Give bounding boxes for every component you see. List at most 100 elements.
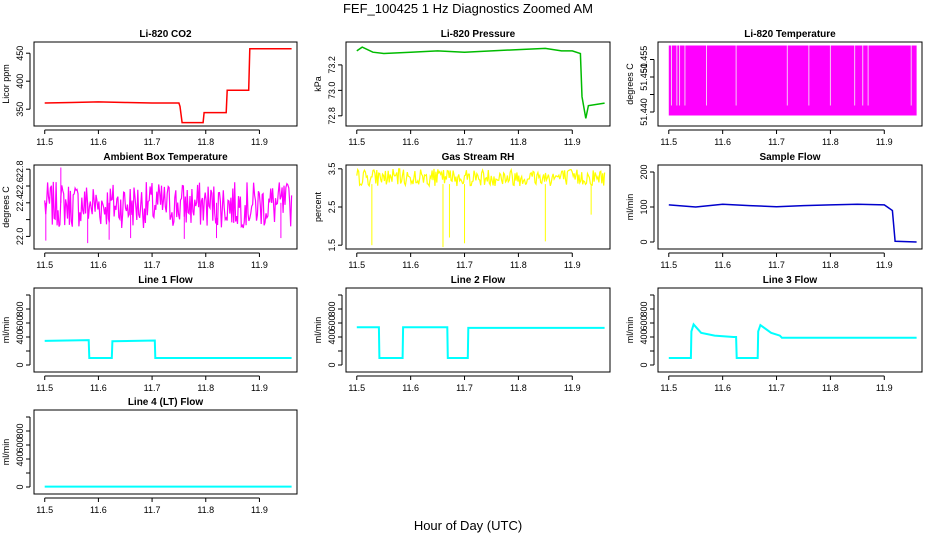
- x-tick-label: 11.6: [402, 137, 419, 147]
- series-line: [668, 203, 917, 243]
- x-tick-label: 11.9: [876, 260, 893, 270]
- x-tick-label: 11.8: [197, 383, 214, 393]
- y-tick-label: 600: [15, 315, 25, 330]
- y-tick-label: 0: [15, 484, 25, 489]
- plot-frame: [345, 41, 611, 127]
- x-tick-label: 11.7: [456, 137, 473, 147]
- panel-title: Gas Stream RH: [442, 152, 515, 163]
- y-tick-label: 0: [639, 362, 649, 367]
- x-tick-label: 11.5: [36, 137, 53, 147]
- x-tick-label: 11.6: [714, 260, 731, 270]
- x-tick-label: 11.5: [348, 137, 365, 147]
- y-tick-label: 0: [639, 239, 649, 244]
- x-tick-label: 11.5: [348, 383, 365, 393]
- x-tick-label: 11.8: [197, 505, 214, 515]
- y-tick-label: 400: [15, 451, 25, 466]
- y-tick-label: 600: [15, 437, 25, 452]
- y-tick-label: 73.0: [327, 82, 337, 100]
- series-line: [356, 167, 606, 188]
- panel-title: Li-820 CO2: [139, 29, 192, 40]
- y-tick-label: 400: [327, 329, 337, 344]
- y-tick-label: 800: [639, 301, 649, 316]
- y-tick-label: 51.440: [639, 98, 649, 126]
- y-tick-label: 22.0: [15, 228, 25, 246]
- x-tick-label: 11.5: [36, 383, 53, 393]
- x-tick-label: 11.9: [564, 260, 581, 270]
- plot-frame: [33, 287, 298, 373]
- panel-title: Line 2 Flow: [451, 275, 506, 286]
- plot-frame: [657, 41, 923, 127]
- y-tick-label: 400: [15, 329, 25, 344]
- y-tick-label: 400: [15, 74, 25, 89]
- x-tick-label: 11.8: [822, 137, 839, 147]
- series-line: [356, 326, 605, 359]
- series-line: [44, 181, 293, 229]
- x-tick-label: 11.7: [144, 383, 161, 393]
- x-tick-label: 11.7: [144, 505, 161, 515]
- y-tick-label: 0: [327, 362, 337, 367]
- x-tick-label: 11.7: [768, 137, 785, 147]
- y-tick-label: 22.6: [15, 177, 25, 195]
- x-tick-label: 11.8: [197, 260, 214, 270]
- chart-panel-4: Ambient Box Temperature 11.5 11.6 11.7 11.8 1…: [1, 152, 298, 270]
- chart-panel-2: Li-820 Pressure 11.5 11.6 11.7 11.8 11.9 72.8 7…: [313, 29, 611, 147]
- plot-frame: [345, 287, 611, 373]
- x-tick-label: 11.6: [90, 383, 107, 393]
- y-tick-label: 800: [327, 301, 337, 316]
- panel-title: Line 3 Flow: [763, 275, 818, 286]
- y-tick-label: 800: [15, 423, 25, 438]
- figure-xlabel: Hour of Day (UTC): [413, 518, 523, 533]
- chart-panel-7: Line 1 Flow 11.5 11.6 11.7 11.8 11.9 0 40060080…: [1, 275, 298, 393]
- panel-title: Ambient Box Temperature: [103, 152, 228, 163]
- y-tick-label: 51.455: [639, 46, 649, 74]
- plot-frame: [33, 164, 298, 250]
- series-line: [44, 47, 292, 124]
- x-tick-label: 11.7: [456, 383, 473, 393]
- chart-panel-3: Li-820 Temperature 11.5 11.6 11.7 11.8 11.9 51…: [625, 29, 923, 147]
- series-line: [356, 46, 605, 119]
- x-tick-label: 11.6: [90, 505, 107, 515]
- panel-title: Line 1 Flow: [138, 275, 193, 286]
- plot-frame: [33, 41, 298, 127]
- x-tick-label: 11.6: [402, 383, 419, 393]
- x-tick-label: 11.9: [876, 137, 893, 147]
- y-tick-label: 800: [15, 301, 25, 316]
- chart-panel-8: Line 2 Flow 11.5 11.6 11.7 11.8 11.9 0 40060080…: [313, 275, 611, 393]
- y-tick-label: 2.5: [327, 201, 337, 214]
- y-tick-label: 73.2: [327, 56, 337, 74]
- y-axis-label: kPa: [313, 76, 323, 92]
- chart-panel-5: Gas Stream RH 11.5 11.6 11.7 11.8 11.9 1.5 2.5 3…: [313, 152, 611, 270]
- y-tick-label: 22.4: [15, 194, 25, 212]
- y-tick-label: 600: [327, 315, 337, 330]
- series-line: [44, 339, 292, 359]
- y-tick-label: 1.5: [327, 239, 337, 252]
- y-tick-label: 350: [15, 102, 25, 117]
- series-line: [668, 322, 917, 359]
- y-tick-label: 200: [639, 164, 649, 179]
- y-axis-label: percent: [313, 191, 323, 222]
- y-tick-label: 100: [639, 199, 649, 214]
- plot-frame: [33, 409, 298, 495]
- y-tick-label: 400: [639, 329, 649, 344]
- x-tick-label: 11.9: [564, 383, 581, 393]
- chart-panel-1: Li-820 CO2 11.5 11.6 11.7 11.8 11.9 350 400 450 L…: [1, 29, 298, 147]
- x-tick-label: 11.6: [714, 137, 731, 147]
- x-tick-label: 11.5: [36, 260, 53, 270]
- y-axis-label: ml/min: [625, 194, 635, 221]
- y-tick-label: 3.5: [327, 163, 337, 176]
- y-tick-label: 450: [15, 46, 25, 61]
- plot-frame: [657, 164, 923, 250]
- x-tick-label: 11.8: [822, 383, 839, 393]
- x-tick-label: 11.8: [510, 383, 527, 393]
- y-axis-label: degrees C: [625, 63, 635, 105]
- x-tick-label: 11.5: [660, 383, 677, 393]
- x-tick-label: 11.5: [36, 505, 53, 515]
- x-tick-label: 11.9: [876, 383, 893, 393]
- x-tick-label: 11.9: [251, 137, 268, 147]
- x-tick-label: 11.8: [510, 260, 527, 270]
- x-tick-label: 11.9: [251, 383, 268, 393]
- chart-panel-6: Sample Flow 11.5 11.6 11.7 11.8 11.9 0 100 200 ml…: [625, 152, 923, 270]
- y-axis-label: ml/min: [625, 317, 635, 344]
- chart-panel-9: Line 3 Flow 11.5 11.6 11.7 11.8 11.9 0 40060080…: [625, 275, 923, 393]
